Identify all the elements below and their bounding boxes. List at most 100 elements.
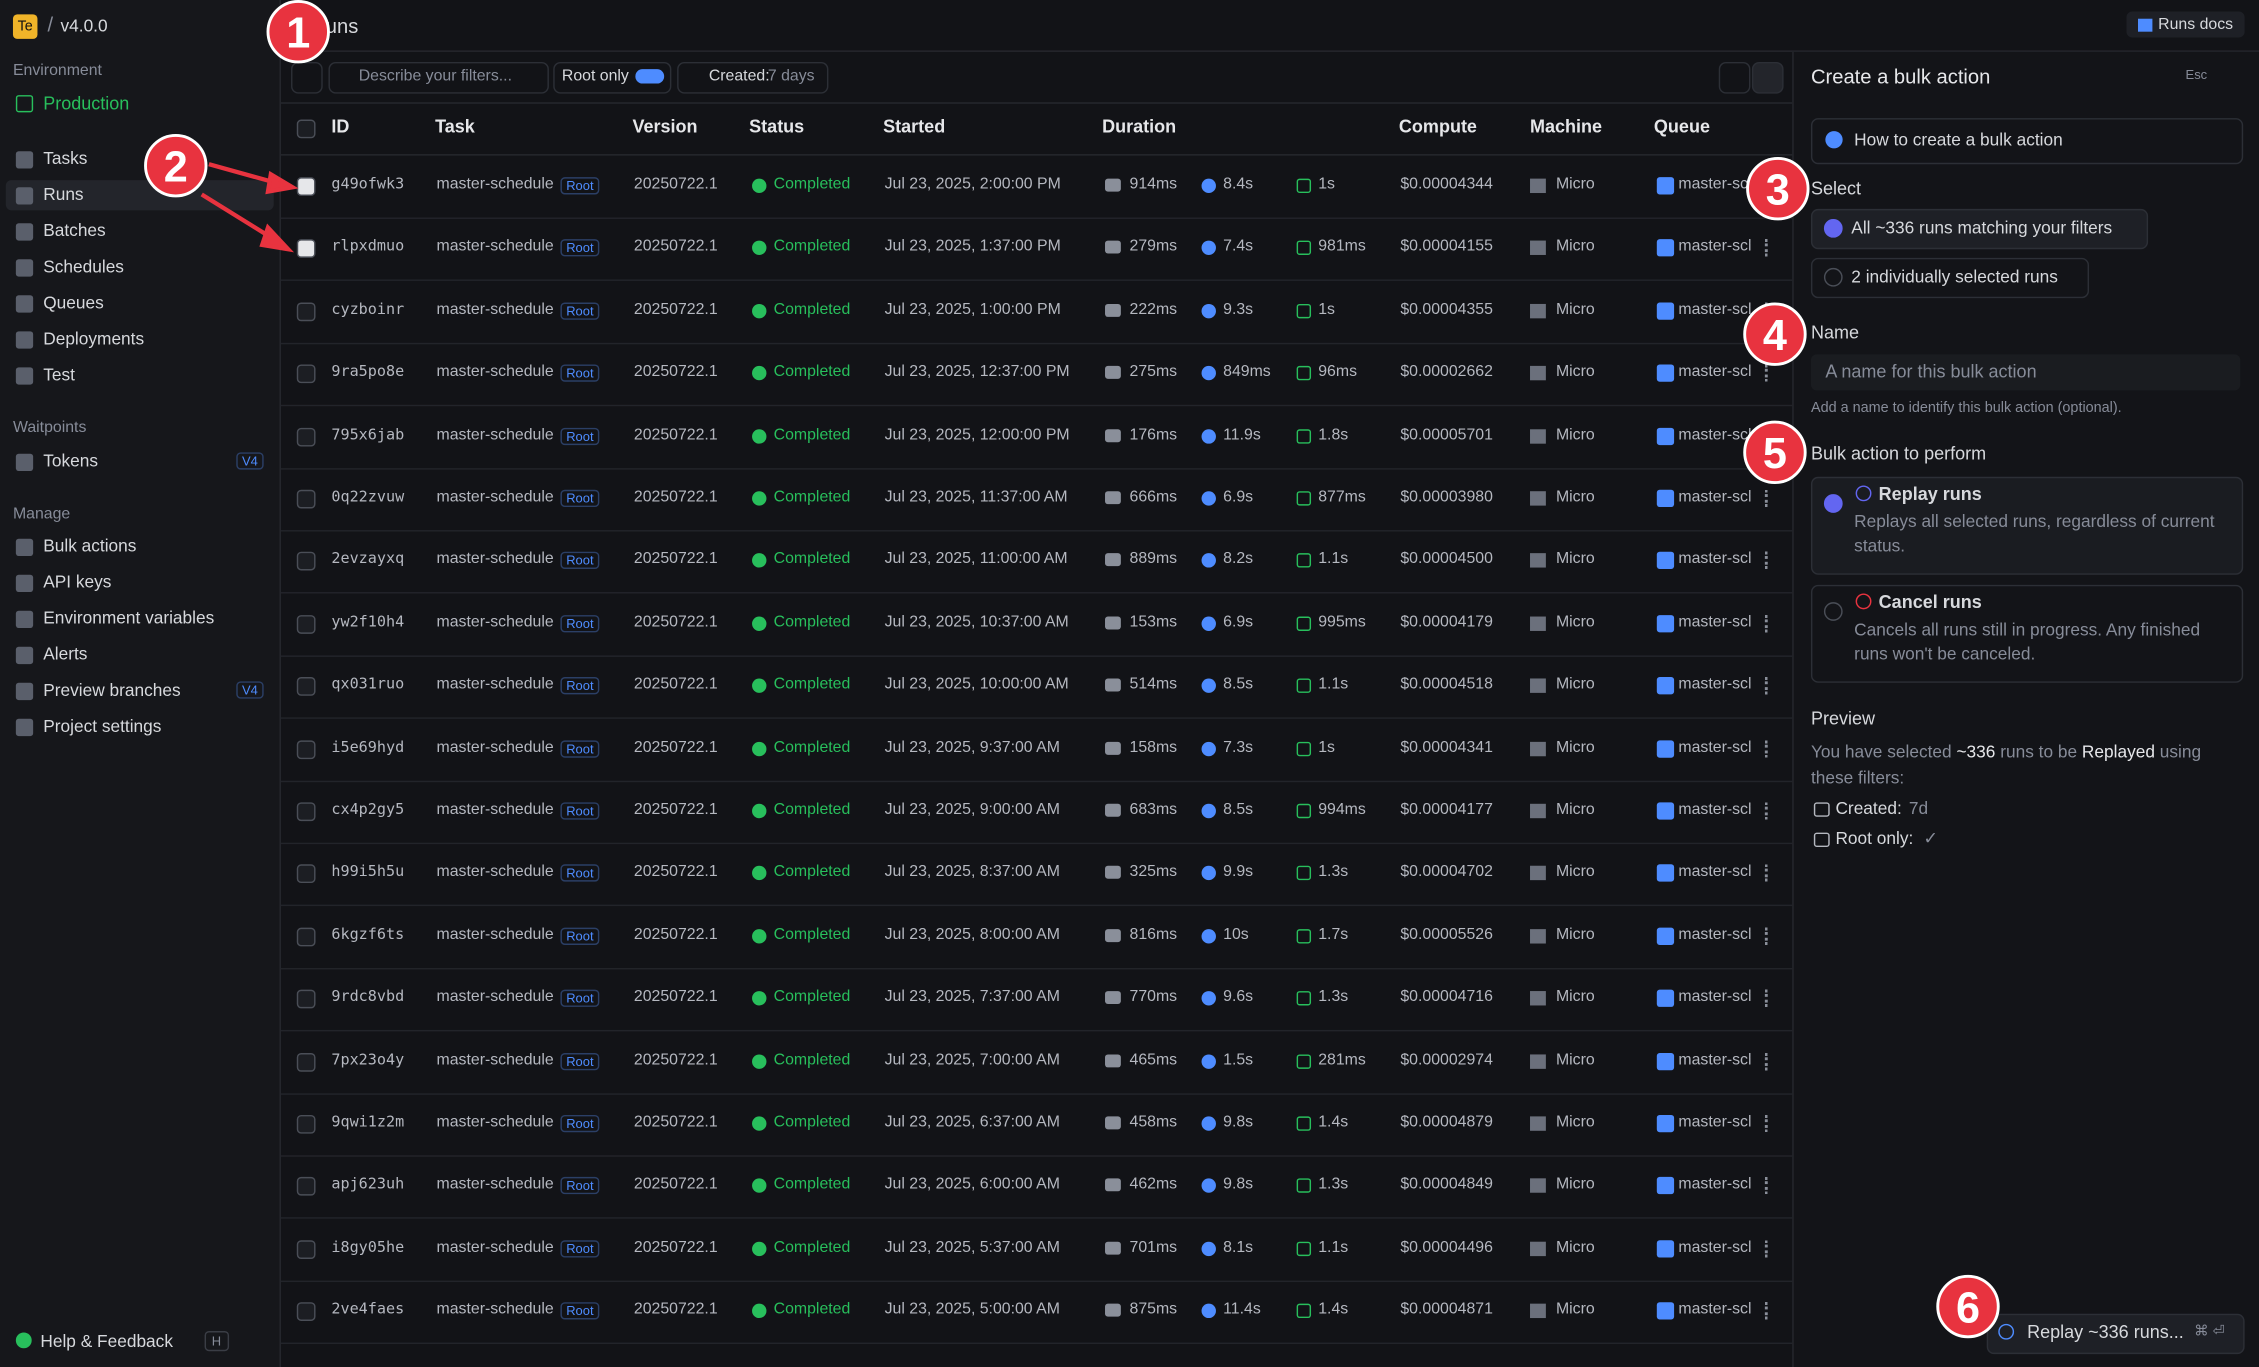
version[interactable]: v4.0.0 bbox=[60, 15, 108, 37]
manage-label[interactable]: Manage bbox=[12, 505, 71, 523]
created-filter[interactable] bbox=[677, 61, 829, 94]
table-row[interactable] bbox=[280, 531, 1793, 595]
search-box[interactable] bbox=[328, 61, 549, 94]
row-menu[interactable] bbox=[1764, 1052, 1772, 1070]
row-checkbox[interactable] bbox=[296, 489, 316, 509]
row-checkbox[interactable] bbox=[296, 1239, 316, 1259]
esc-key[interactable]: Esc bbox=[2185, 67, 2208, 83]
name-input[interactable] bbox=[1810, 354, 2241, 391]
row-checkbox[interactable] bbox=[296, 1302, 316, 1322]
row-checkbox[interactable] bbox=[296, 864, 316, 884]
row-checkbox[interactable] bbox=[296, 364, 316, 384]
action-card[interactable] bbox=[1810, 584, 2244, 683]
table-row[interactable] bbox=[280, 1218, 1793, 1282]
run-id[interactable]: 2ve4faes bbox=[331, 1301, 405, 1319]
run-id[interactable]: cyzboinr bbox=[331, 300, 405, 319]
row-menu[interactable] bbox=[1764, 489, 1772, 508]
run-id[interactable]: h99i5h5u bbox=[331, 863, 405, 881]
nav-item[interactable]: Alerts bbox=[43, 643, 88, 665]
select-option[interactable] bbox=[1810, 257, 2090, 299]
run-id[interactable]: 0q22zvuw bbox=[331, 488, 405, 506]
row-menu[interactable] bbox=[1764, 364, 1772, 383]
row-menu[interactable] bbox=[1764, 927, 1772, 945]
nav-item[interactable]: API keys bbox=[43, 571, 112, 593]
row-checkbox[interactable] bbox=[296, 177, 316, 196]
help[interactable]: Help & Feedback bbox=[40, 1331, 173, 1352]
nav-item[interactable]: Schedules bbox=[43, 256, 124, 277]
run-id[interactable]: 9ra5po8e bbox=[331, 363, 405, 381]
run-id[interactable]: cx4p2gy5 bbox=[331, 800, 405, 819]
next-page[interactable] bbox=[1751, 61, 1784, 94]
environment[interactable]: Production bbox=[43, 93, 130, 114]
org-badge[interactable]: Te bbox=[12, 14, 38, 39]
row-checkbox[interactable] bbox=[296, 1177, 316, 1197]
run-id[interactable]: apj623uh bbox=[331, 1176, 405, 1194]
root-only-toggle[interactable] bbox=[553, 61, 672, 94]
row-checkbox[interactable] bbox=[296, 927, 316, 947]
run-id[interactable]: i5e69hyd bbox=[331, 738, 405, 756]
run-id[interactable]: 9rdc8vbd bbox=[331, 988, 405, 1006]
nav-item[interactable]: Deployments bbox=[43, 328, 145, 349]
run-id[interactable]: yw2f10h4 bbox=[331, 613, 405, 631]
run-id[interactable]: 7px23o4y bbox=[331, 1050, 405, 1069]
nav-item[interactable]: Runs bbox=[43, 184, 84, 205]
nav-item[interactable]: Test bbox=[43, 364, 75, 385]
row-checkbox[interactable] bbox=[296, 427, 316, 446]
row-checkbox[interactable] bbox=[296, 1114, 316, 1134]
row-menu[interactable] bbox=[1764, 739, 1772, 758]
table-row[interactable] bbox=[280, 468, 1793, 532]
table-row[interactable] bbox=[280, 218, 1793, 282]
table-row[interactable] bbox=[280, 1156, 1793, 1220]
toggle-switch[interactable] bbox=[635, 69, 665, 84]
howto-box[interactable] bbox=[1810, 118, 2244, 165]
nav-item[interactable]: Bulk actions bbox=[43, 535, 137, 557]
row-menu[interactable] bbox=[1764, 864, 1772, 883]
run-id[interactable]: 795x6jab bbox=[331, 425, 405, 444]
filter-button[interactable] bbox=[291, 61, 323, 94]
run-id[interactable]: i8gy05he bbox=[331, 1238, 405, 1256]
nav-item[interactable]: Batches bbox=[43, 220, 106, 241]
row-checkbox[interactable] bbox=[296, 1052, 316, 1072]
run-id[interactable]: 6kgzf6ts bbox=[331, 925, 405, 944]
row-menu[interactable] bbox=[1764, 1177, 1772, 1195]
table-row[interactable] bbox=[280, 593, 1793, 657]
run-id[interactable]: rlpxdmuo bbox=[331, 238, 405, 256]
table-row[interactable] bbox=[280, 406, 1793, 470]
table-row[interactable] bbox=[280, 718, 1793, 782]
table-row[interactable] bbox=[280, 781, 1793, 845]
nav-item[interactable]: Preview branches bbox=[43, 679, 181, 701]
nav-item[interactable]: Project settings bbox=[43, 715, 162, 737]
nav-item[interactable]: Tasks bbox=[43, 148, 88, 169]
select-all-checkbox[interactable] bbox=[296, 119, 316, 139]
run-id[interactable]: g49ofwk3 bbox=[331, 175, 405, 194]
row-checkbox[interactable] bbox=[296, 989, 316, 1009]
row-menu[interactable] bbox=[1764, 989, 1772, 1008]
row-menu[interactable] bbox=[1764, 802, 1772, 820]
table-row[interactable] bbox=[280, 1281, 1793, 1345]
table-row[interactable] bbox=[280, 906, 1793, 970]
row-menu[interactable] bbox=[1764, 614, 1772, 633]
row-checkbox[interactable] bbox=[296, 802, 316, 822]
row-checkbox[interactable] bbox=[296, 239, 316, 259]
row-menu[interactable] bbox=[1764, 1239, 1772, 1258]
row-menu[interactable] bbox=[1764, 1302, 1772, 1320]
run-id[interactable]: qx031ruo bbox=[331, 675, 405, 694]
action-card[interactable] bbox=[1810, 476, 2244, 575]
nav-item[interactable]: Environment variables bbox=[43, 607, 215, 629]
row-menu[interactable] bbox=[1764, 239, 1772, 257]
table-row[interactable] bbox=[280, 281, 1793, 344]
table-row[interactable] bbox=[280, 843, 1793, 907]
replay-button[interactable] bbox=[1986, 1313, 2245, 1355]
table-row[interactable] bbox=[280, 968, 1793, 1032]
table-row[interactable] bbox=[280, 1093, 1793, 1157]
table-row[interactable] bbox=[280, 1031, 1793, 1095]
table-row[interactable] bbox=[280, 656, 1793, 720]
row-menu[interactable] bbox=[1764, 1114, 1772, 1133]
nav-item[interactable]: Tokens bbox=[43, 450, 99, 472]
table-row[interactable] bbox=[280, 343, 1793, 407]
waitpoints-label[interactable]: Waitpoints bbox=[12, 419, 87, 437]
select-option[interactable] bbox=[1810, 208, 2149, 250]
run-id[interactable]: 2evzayxq bbox=[331, 550, 405, 569]
row-checkbox[interactable] bbox=[296, 614, 316, 634]
row-checkbox[interactable] bbox=[296, 739, 316, 759]
